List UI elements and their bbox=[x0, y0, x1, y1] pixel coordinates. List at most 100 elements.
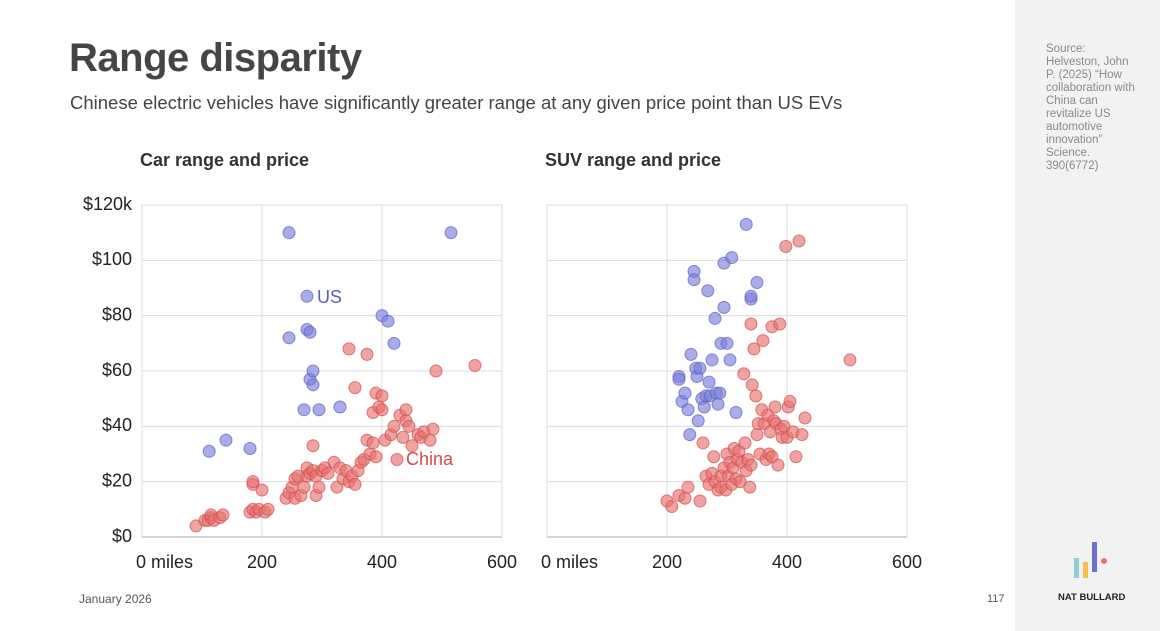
point bbox=[750, 428, 764, 442]
point bbox=[360, 347, 374, 361]
point bbox=[300, 289, 314, 303]
point bbox=[399, 403, 413, 417]
charts: Car range and price $0 $20 $40 $60 $80 $100 $12… bbox=[83, 150, 922, 572]
point bbox=[423, 433, 437, 447]
point bbox=[387, 336, 401, 350]
footer-date: January 2026 bbox=[79, 592, 152, 606]
point bbox=[306, 378, 320, 392]
point bbox=[744, 289, 758, 303]
point bbox=[678, 386, 692, 400]
point bbox=[745, 378, 759, 392]
source-note: Source: Helveston, John P. (2025) “How c… bbox=[1046, 43, 1135, 172]
point bbox=[733, 475, 747, 489]
point bbox=[312, 480, 326, 494]
point bbox=[681, 403, 695, 417]
point bbox=[396, 430, 410, 444]
y-tick-label: $0 bbox=[112, 526, 132, 546]
x-tick-label: 400 bbox=[772, 552, 802, 572]
x-tick-label: 200 bbox=[247, 552, 277, 572]
point bbox=[693, 494, 707, 508]
point bbox=[468, 358, 482, 372]
point bbox=[369, 450, 383, 464]
point bbox=[303, 325, 317, 339]
point bbox=[693, 361, 707, 375]
point bbox=[789, 450, 803, 464]
point bbox=[297, 403, 311, 417]
point bbox=[375, 389, 389, 403]
y-tick-label: $120k bbox=[83, 194, 133, 214]
point bbox=[678, 491, 692, 505]
point bbox=[747, 342, 761, 356]
series-label: US bbox=[317, 287, 342, 307]
point bbox=[202, 444, 216, 458]
point bbox=[429, 364, 443, 378]
point bbox=[708, 311, 722, 325]
point bbox=[691, 414, 705, 428]
point bbox=[381, 314, 395, 328]
point bbox=[697, 400, 711, 414]
logo-dot bbox=[1101, 558, 1107, 564]
point bbox=[696, 436, 710, 450]
chart-title: SUV range and price bbox=[545, 150, 721, 170]
point bbox=[312, 403, 326, 417]
point bbox=[744, 317, 758, 331]
point bbox=[713, 386, 727, 400]
point bbox=[672, 372, 686, 386]
point bbox=[216, 508, 230, 522]
point bbox=[729, 406, 743, 419]
point bbox=[773, 317, 787, 331]
point bbox=[282, 331, 296, 345]
point bbox=[321, 466, 335, 480]
x-tick-label: 400 bbox=[367, 552, 397, 572]
y-tick-label: $20 bbox=[102, 470, 132, 490]
point bbox=[665, 500, 679, 514]
point bbox=[739, 217, 753, 231]
point bbox=[297, 480, 311, 494]
point bbox=[375, 403, 389, 417]
side-panel bbox=[1015, 0, 1160, 631]
x-tick-label: 600 bbox=[892, 552, 922, 572]
logo-bar bbox=[1092, 542, 1097, 572]
point bbox=[306, 439, 320, 453]
slide-title: Range disparity bbox=[69, 36, 362, 80]
logo-bar bbox=[1074, 558, 1079, 578]
y-tick-label: $80 bbox=[102, 304, 132, 324]
point bbox=[243, 441, 257, 455]
point bbox=[843, 353, 857, 367]
point bbox=[282, 226, 296, 240]
point bbox=[687, 273, 701, 287]
point bbox=[768, 400, 782, 414]
point bbox=[387, 419, 401, 433]
y-tick-label: $60 bbox=[102, 360, 132, 380]
point bbox=[779, 240, 793, 253]
page-number: 117 bbox=[987, 593, 1005, 605]
point bbox=[333, 400, 347, 414]
point bbox=[348, 381, 362, 395]
chart-title: Car range and price bbox=[140, 150, 309, 170]
point bbox=[705, 353, 719, 367]
point bbox=[683, 428, 697, 442]
y-tick-label: $40 bbox=[102, 415, 132, 435]
point bbox=[707, 450, 721, 464]
x-tick-label: 600 bbox=[487, 552, 517, 572]
point bbox=[720, 336, 734, 350]
y-tick-label: $100 bbox=[92, 249, 132, 269]
point bbox=[684, 347, 698, 361]
x-tick-label: 200 bbox=[652, 552, 682, 572]
point bbox=[723, 353, 737, 367]
point bbox=[681, 480, 695, 494]
point bbox=[792, 234, 806, 248]
point bbox=[261, 502, 275, 516]
point bbox=[798, 411, 812, 425]
x-tick-label: 0 miles bbox=[136, 552, 193, 572]
point bbox=[771, 458, 785, 472]
point bbox=[402, 419, 416, 433]
point bbox=[737, 367, 751, 381]
point bbox=[711, 397, 725, 411]
brand-name: NAT BULLARD bbox=[1058, 592, 1126, 603]
point bbox=[426, 422, 440, 436]
point bbox=[702, 375, 716, 389]
point bbox=[390, 453, 404, 467]
slide-subtitle: Chinese electric vehicles have significa… bbox=[70, 92, 843, 113]
